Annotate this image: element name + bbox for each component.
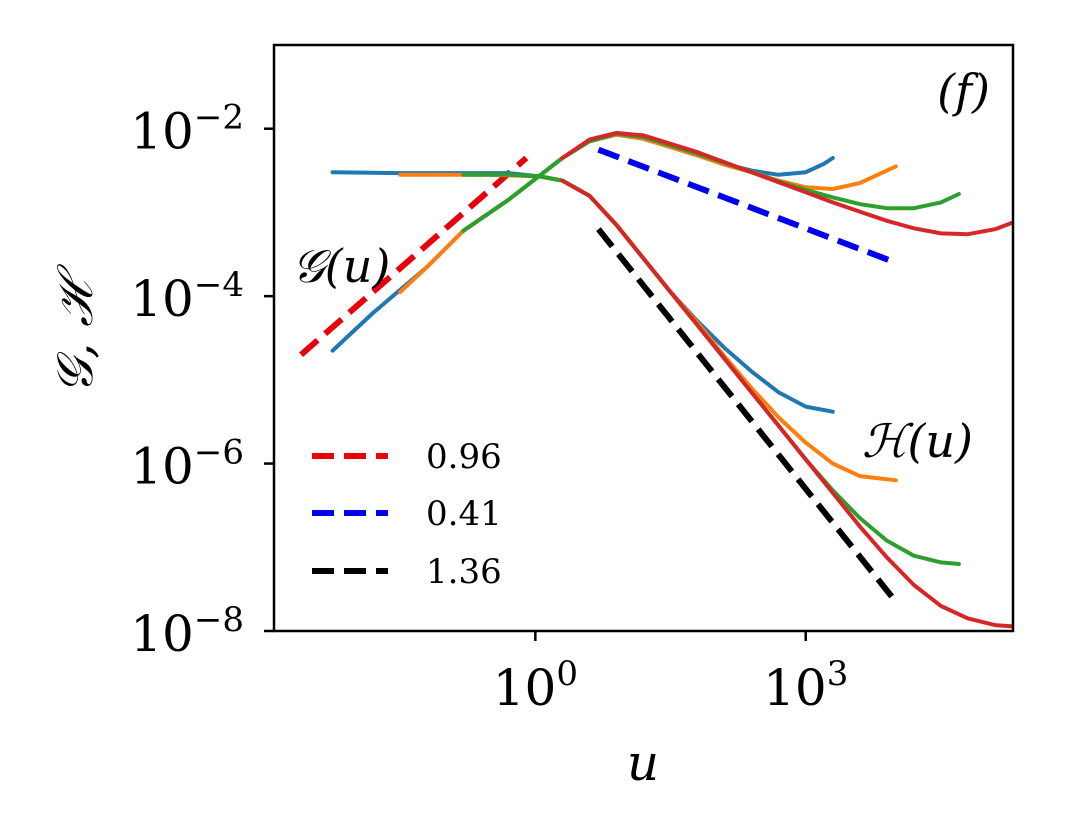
reference-lines bbox=[299, 146, 899, 604]
legend-label-0.96: 0.96 bbox=[426, 437, 502, 477]
x-tick-label-0: 100 bbox=[493, 654, 578, 717]
annotation-h-of-u: ℋ(u) bbox=[862, 414, 973, 468]
ref-line-slope-0.96 bbox=[299, 155, 529, 358]
annotation-g-of-u: 𝒢(u) bbox=[292, 239, 390, 293]
y-tick-label-−2: 10−2 bbox=[130, 98, 244, 161]
series-red-g-curve bbox=[560, 130, 1013, 237]
x-tick-label-3: 103 bbox=[763, 654, 848, 717]
series-blue-g-curve bbox=[330, 132, 835, 353]
x-axis-ticks: 100 103 bbox=[493, 631, 848, 717]
y-tick-label-−6: 10−6 bbox=[130, 433, 244, 496]
y-axis-label: 𝒢, ℋ bbox=[46, 264, 104, 394]
legend-label-0.41: 0.41 bbox=[426, 494, 502, 534]
x-axis-label: u bbox=[627, 734, 659, 792]
series-green-g-curve bbox=[461, 131, 961, 233]
y-tick-label-−8: 10−8 bbox=[130, 600, 244, 663]
panel-label: (f) bbox=[937, 64, 990, 118]
series-orange-g-curve bbox=[398, 132, 898, 294]
series-red-h-curve bbox=[560, 178, 1013, 629]
data-series bbox=[330, 130, 1013, 629]
series-orange-h-curve bbox=[398, 172, 898, 483]
y-axis-ticks: 10−2 10−4 10−6 10−8 bbox=[130, 98, 274, 663]
ref-line-slope-1.36 bbox=[596, 227, 899, 604]
legend-label-1.36: 1.36 bbox=[426, 552, 502, 592]
legend: 0.96 0.41 1.36 bbox=[312, 437, 502, 592]
ref-line-slope-0.41 bbox=[597, 146, 897, 266]
y-tick-label-−4: 10−4 bbox=[130, 265, 244, 328]
plot-frame bbox=[272, 43, 1015, 633]
